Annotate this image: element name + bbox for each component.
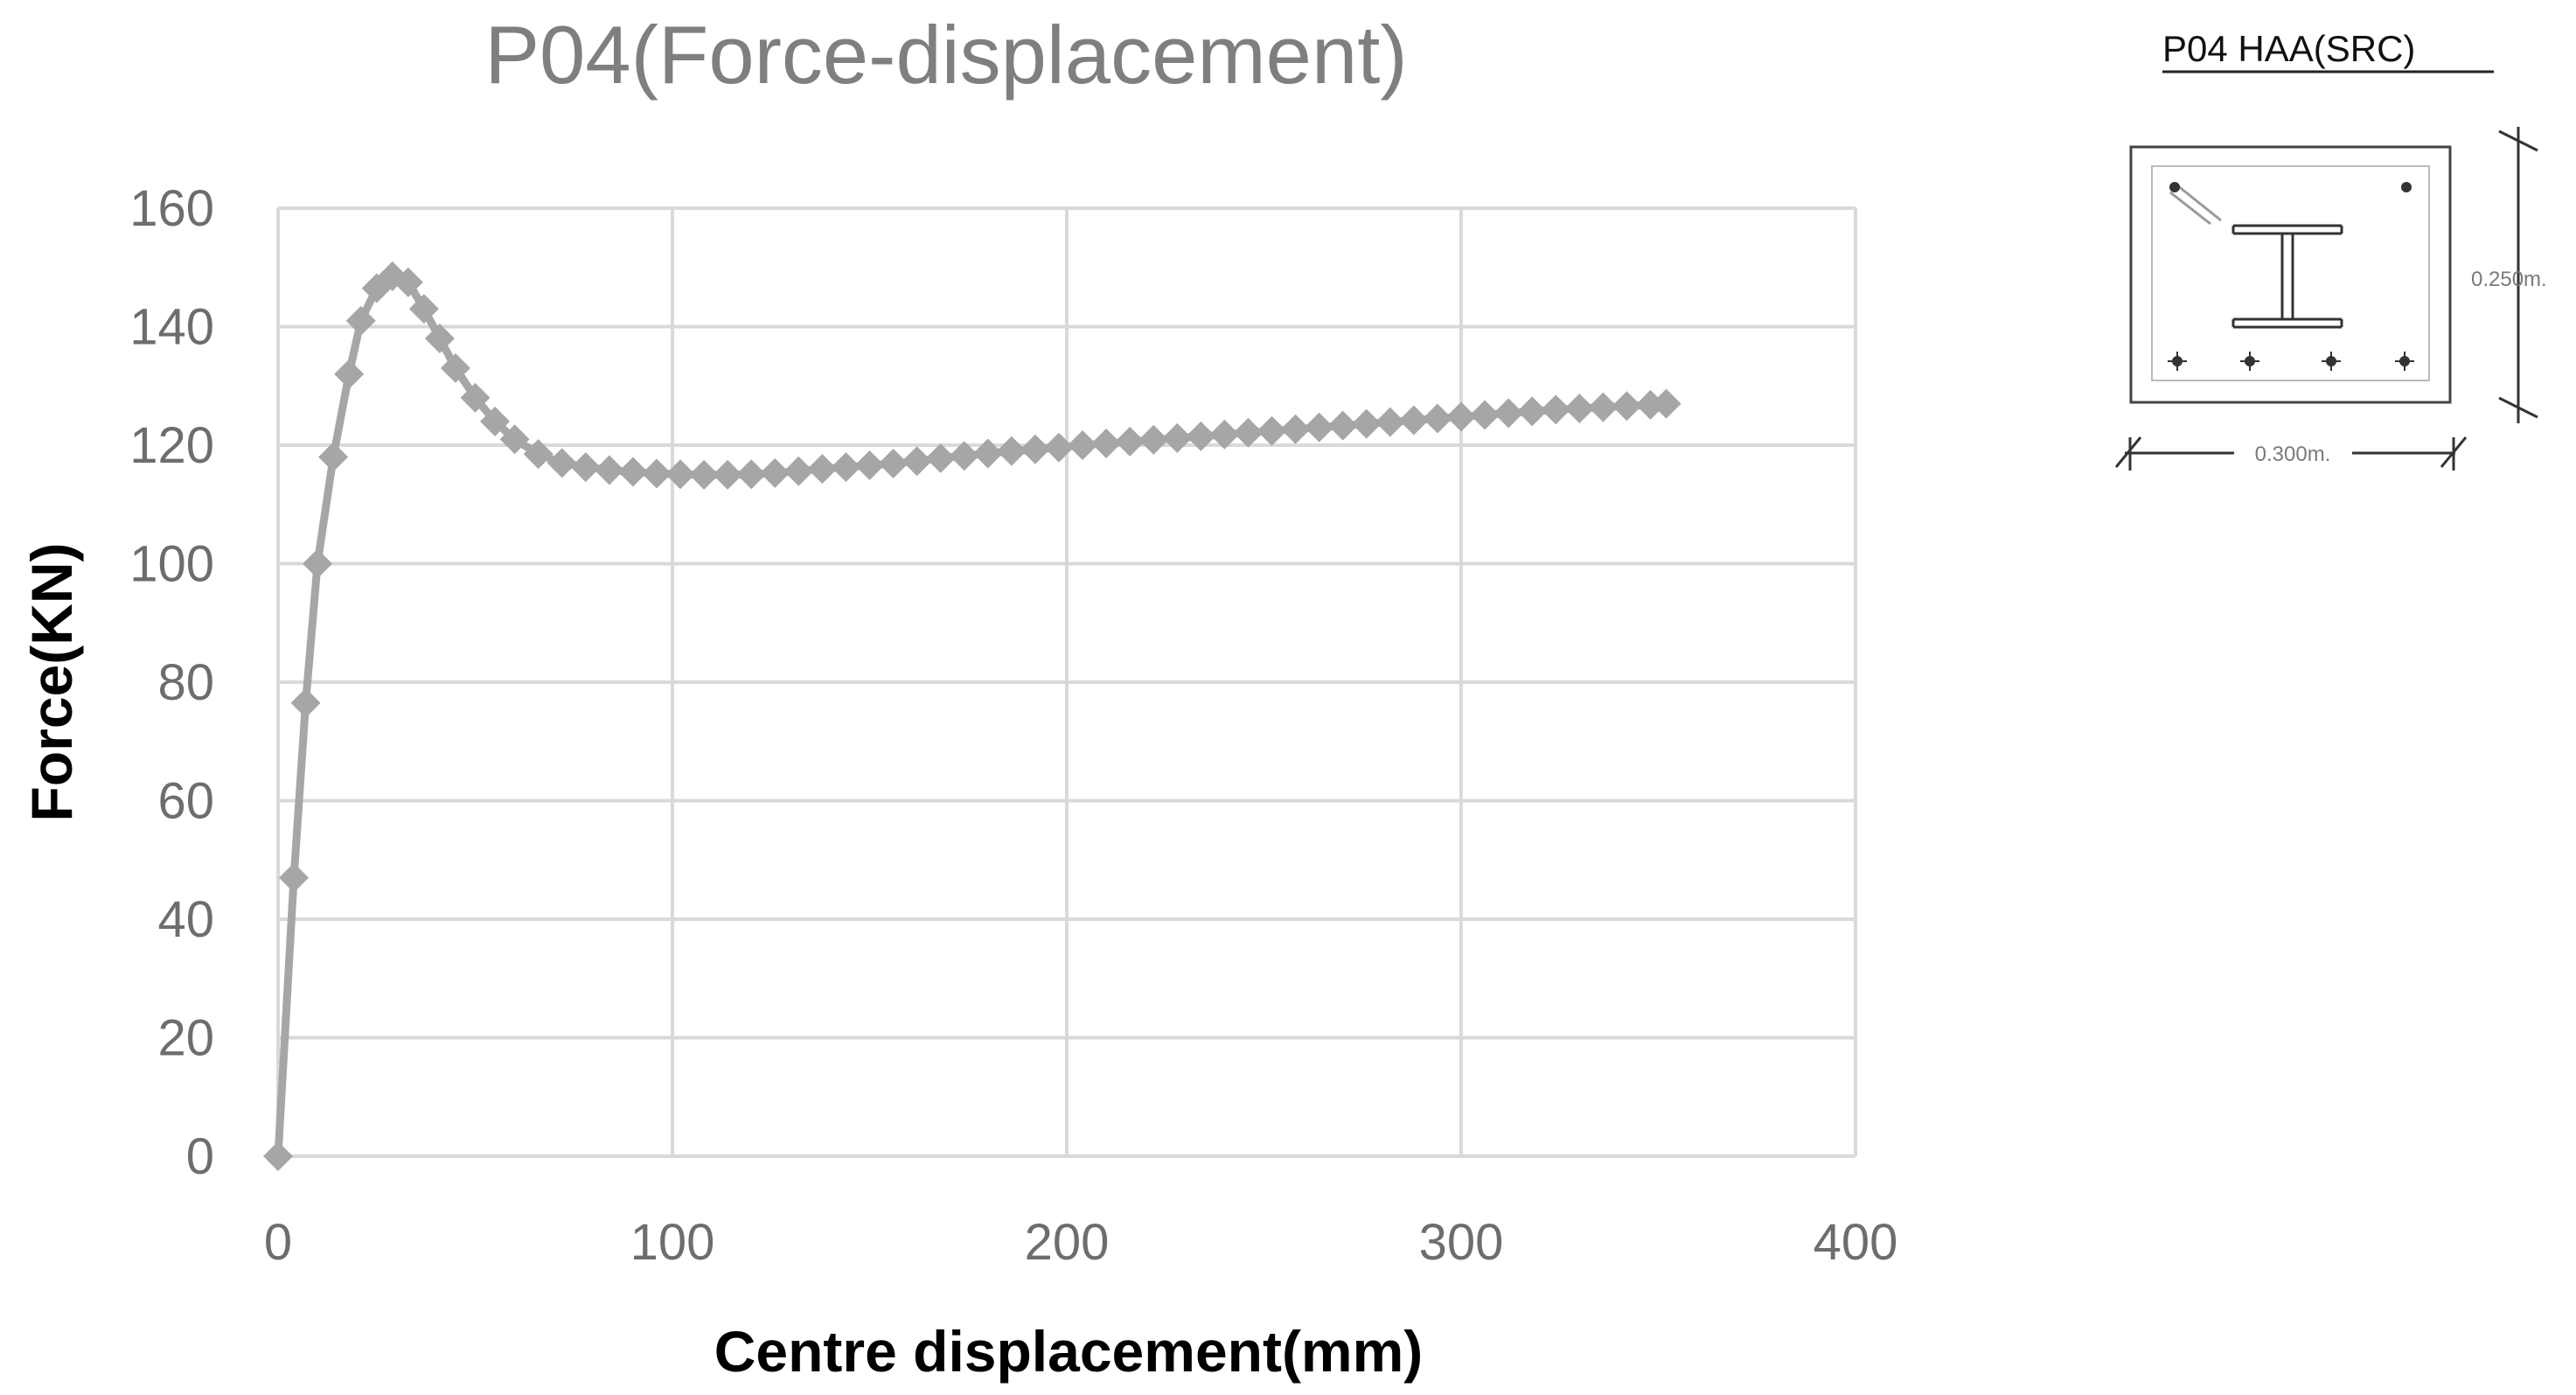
data-point <box>1304 412 1334 443</box>
data-point <box>1020 434 1050 464</box>
data-point <box>1351 408 1382 439</box>
section-outline <box>2129 145 2452 404</box>
data-point <box>972 438 1003 469</box>
data-point <box>1422 403 1452 434</box>
x-tick-label: 0 <box>264 1214 292 1271</box>
stirrup-hook <box>2176 184 2222 222</box>
data-point <box>499 424 530 455</box>
data-point <box>665 459 696 490</box>
data-point <box>1233 417 1264 448</box>
x-tick-label: 200 <box>1025 1214 1110 1271</box>
section-drawing: P04 HAA(SRC) <box>2114 28 2547 471</box>
data-point <box>1612 391 1642 422</box>
data-point <box>1280 414 1311 444</box>
data-point <box>570 452 601 483</box>
data-point <box>617 457 648 487</box>
data-point <box>523 439 553 470</box>
data-point <box>440 352 470 383</box>
data-point <box>1257 415 1287 446</box>
data-point <box>263 1141 293 1171</box>
height-dimension-label: 0.250m. <box>2471 268 2547 291</box>
steel-i-beam <box>2231 224 2343 329</box>
data-point <box>1043 432 1074 463</box>
data-point <box>760 457 790 488</box>
data-point <box>1162 422 1193 453</box>
x-tick-label: 300 <box>1419 1214 1504 1271</box>
y-tick-label: 160 <box>129 180 214 237</box>
data-point <box>334 359 365 389</box>
height-dimension <box>2498 127 2538 423</box>
data-point <box>1375 407 1405 437</box>
data-point <box>1186 421 1216 451</box>
data-point <box>1651 388 1681 419</box>
chart-title: P04(Force-displacement) <box>484 9 1407 101</box>
tick-labels: 0 20 40 60 80 100 120 140 160 0 100 200 300 400 <box>129 180 1897 1271</box>
y-tick-label: 0 <box>186 1128 214 1185</box>
data-point <box>1068 430 1098 460</box>
rebar-crosses <box>2168 352 2414 371</box>
data-point <box>1541 394 1571 425</box>
data-point <box>1470 400 1500 430</box>
y-tick-label: 60 <box>157 773 214 830</box>
x-axis-title: Centre displacement(mm) <box>714 1319 1424 1384</box>
data-point <box>925 443 956 473</box>
y-tick-label: 20 <box>157 1010 214 1067</box>
data-point <box>594 455 624 485</box>
data-point <box>303 548 333 579</box>
data-point <box>318 442 349 472</box>
data-point <box>689 459 720 490</box>
data-point <box>807 454 838 485</box>
data-point <box>1493 398 1524 429</box>
data-point <box>480 406 511 436</box>
width-dimension-label: 0.300m. <box>2255 443 2331 466</box>
data-point <box>345 305 376 336</box>
data-point <box>878 449 909 479</box>
data-point <box>831 452 861 483</box>
data-point <box>713 459 743 490</box>
data-point <box>1327 410 1358 441</box>
width-dimension <box>2114 436 2468 471</box>
x-tick-label: 400 <box>1814 1214 1898 1271</box>
data-point <box>424 324 455 354</box>
section-title: P04 HAA(SRC) <box>2162 28 2415 69</box>
stirrup-hook-inner <box>2169 191 2211 226</box>
data-point <box>1115 426 1145 457</box>
data-point <box>1588 392 1619 422</box>
data-point <box>736 459 767 490</box>
y-tick-label: 40 <box>157 891 214 948</box>
y-tick-label: 80 <box>157 654 214 711</box>
series-0 <box>263 261 1681 1171</box>
data-point <box>393 267 423 297</box>
data-point <box>996 436 1027 466</box>
data-point <box>1446 401 1476 432</box>
data-point <box>854 450 885 481</box>
y-tick-label: 140 <box>129 299 214 356</box>
data-point <box>1138 424 1169 455</box>
data-point <box>641 458 672 489</box>
y-axis-title: Force(KN) <box>19 542 84 821</box>
data-point <box>460 382 491 413</box>
data-point <box>1564 393 1595 423</box>
data-point <box>783 456 814 486</box>
x-tick-label: 100 <box>630 1214 715 1271</box>
data-point <box>408 294 439 324</box>
data-point <box>547 448 577 478</box>
data-point <box>290 687 321 718</box>
data-point <box>1091 428 1122 458</box>
data-point <box>902 446 932 477</box>
grid <box>276 206 1857 1158</box>
y-tick-label: 100 <box>129 536 214 593</box>
data-point <box>1209 419 1240 450</box>
data-point <box>1398 405 1429 436</box>
data-point <box>1517 396 1548 427</box>
data-point <box>949 441 979 471</box>
y-tick-label: 120 <box>129 417 214 474</box>
data-point <box>279 862 310 893</box>
section-inner-outline <box>2151 165 2430 381</box>
